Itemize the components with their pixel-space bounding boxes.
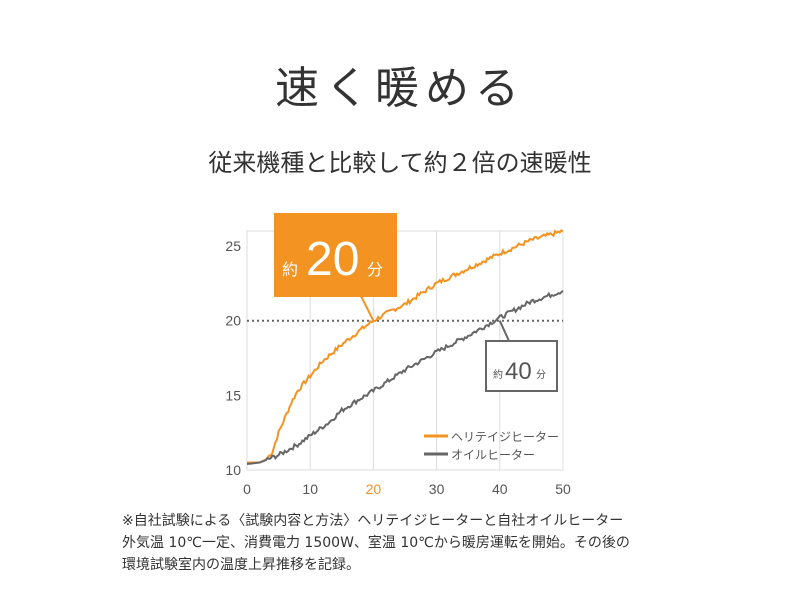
y-tick-label: 20 xyxy=(225,313,241,329)
legend-label: オイルヒーター xyxy=(451,448,535,462)
footnote: ※自社試験による〈試験内容と方法〉ヘリテイジヒーターと自社オイルヒーター 外気温… xyxy=(122,510,722,576)
footnote-line: 外気温 10℃一定、消費電力 1500W、室温 10℃から暖房運転を開始。その後… xyxy=(122,535,630,551)
callout-suffix: 分 xyxy=(367,260,383,279)
y-tick-label: 10 xyxy=(225,462,241,478)
callout-box-20 xyxy=(274,213,397,297)
callout-prefix: 約 xyxy=(282,260,298,279)
callout-suffix: 分 xyxy=(536,369,546,381)
x-tick-label: 40 xyxy=(492,481,508,497)
callout-value: 40 xyxy=(505,358,532,385)
footnote-line: ※自社試験による〈試験内容と方法〉ヘリテイジヒーターと自社オイルヒーター xyxy=(122,513,624,529)
callout-prefix: 約 xyxy=(493,368,503,381)
y-tick-label: 15 xyxy=(225,387,241,403)
x-tick-label: 10 xyxy=(302,481,318,497)
callout-box-40 xyxy=(485,340,558,392)
page-title: 速く暖める xyxy=(275,63,525,114)
series-line-1 xyxy=(246,290,564,465)
y-tick-label: 25 xyxy=(225,238,241,254)
series-line-0 xyxy=(247,229,564,464)
footnote-line: 環境試験室内の温度上昇推移を記録。 xyxy=(122,557,360,573)
x-tick-label: 0 xyxy=(243,481,251,497)
callout-value: 20 xyxy=(306,233,359,286)
legend-label: ヘリテイジヒーター xyxy=(451,430,559,444)
x-tick-label: 30 xyxy=(429,481,445,497)
x-tick-label: 20 xyxy=(366,481,382,497)
x-tick-label: 50 xyxy=(555,481,571,497)
page-subtitle: 従来機種と比較して約２倍の速暖性 xyxy=(208,149,592,177)
